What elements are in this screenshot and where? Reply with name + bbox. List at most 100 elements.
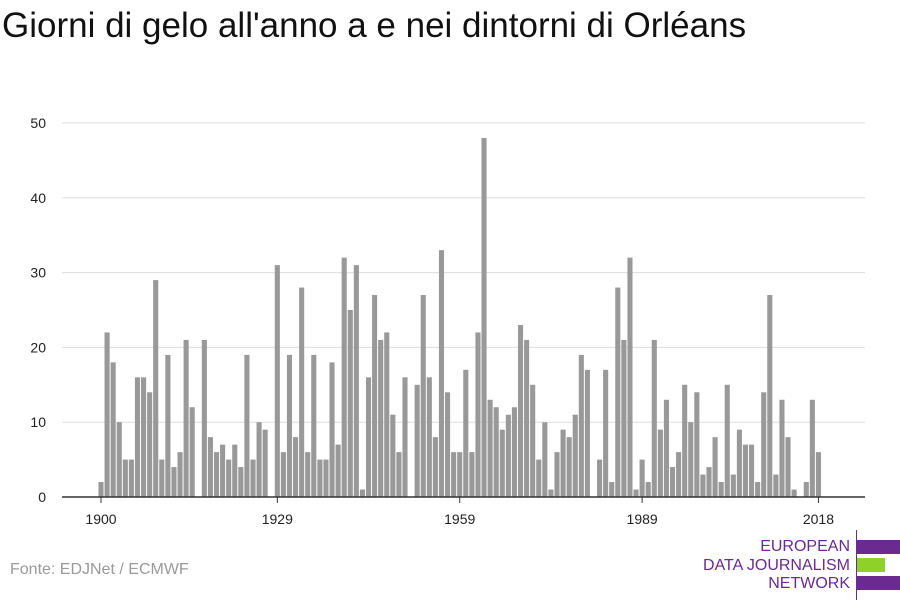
- x-axis-ticks: 1900 1929 1959 1989 2018: [85, 497, 834, 527]
- bar: [469, 452, 475, 497]
- bar: [657, 429, 663, 497]
- y-tick-label: 10: [30, 414, 46, 430]
- bar: [700, 474, 706, 497]
- bar: [213, 452, 220, 497]
- bar: [250, 459, 256, 497]
- x-tick-label: 2018: [803, 511, 834, 527]
- bar: [98, 482, 104, 497]
- bar: [481, 137, 487, 497]
- bar: [597, 459, 603, 497]
- bar: [542, 422, 548, 497]
- bar: [317, 459, 323, 497]
- bar: [572, 414, 578, 497]
- bar: [487, 399, 493, 497]
- bar: [445, 392, 451, 497]
- bar: [220, 444, 226, 497]
- source-note: Fonte: EDJNet / ECMWF: [10, 561, 189, 578]
- bar: [676, 452, 682, 497]
- bar: [438, 250, 445, 497]
- bar: [749, 444, 755, 497]
- bar: [426, 377, 432, 497]
- bar: [554, 452, 560, 497]
- bar: [688, 422, 694, 497]
- bar: [663, 399, 669, 497]
- x-tick-label: 1959: [444, 511, 475, 527]
- bar: [232, 444, 238, 497]
- bar: [299, 287, 305, 497]
- bar: [134, 377, 141, 497]
- bar: [627, 257, 633, 497]
- logo-line-1: EUROPEAN: [760, 538, 850, 555]
- bar: [742, 444, 749, 497]
- bar: [578, 354, 584, 497]
- bar: [536, 459, 542, 497]
- x-tick-label: 1929: [262, 511, 293, 527]
- bar: [639, 459, 645, 497]
- bar: [530, 384, 536, 497]
- bar: [682, 384, 688, 497]
- bar: [815, 452, 821, 497]
- bar: [499, 429, 505, 497]
- gridlines: [62, 122, 865, 423]
- bar: [293, 437, 299, 497]
- bar: [244, 354, 250, 497]
- bar: [226, 459, 232, 497]
- bar: [384, 332, 390, 497]
- bar: [390, 414, 396, 497]
- bar: [560, 429, 566, 497]
- x-tick-label: 1989: [627, 511, 658, 527]
- bars: [98, 137, 821, 497]
- bar: [651, 339, 657, 497]
- bar: [353, 265, 359, 497]
- bar: [104, 332, 110, 497]
- bar: [189, 407, 195, 497]
- bar: [645, 482, 651, 497]
- bar: [256, 422, 262, 497]
- bar: [457, 452, 463, 497]
- bar: [305, 452, 311, 497]
- bar: [238, 467, 244, 497]
- y-tick-label: 0: [38, 489, 46, 505]
- logo-text: EUROPEAN DATA JOURNALISM NETWORK: [703, 538, 850, 594]
- bar: [669, 467, 676, 497]
- y-tick-label: 20: [30, 339, 46, 355]
- bar: [378, 339, 384, 497]
- y-tick-label: 30: [30, 265, 46, 281]
- bar: [712, 437, 718, 497]
- bar: [159, 459, 165, 497]
- bar: [809, 399, 815, 497]
- bar: [779, 399, 785, 497]
- bar: [335, 444, 341, 497]
- bar: [372, 295, 378, 497]
- x-tick-label: 1900: [85, 511, 116, 527]
- y-tick-label: 50: [30, 115, 46, 131]
- bar: [694, 392, 700, 497]
- bar: [311, 354, 317, 497]
- bar: [171, 467, 177, 497]
- bar: [761, 392, 767, 497]
- bar: [147, 392, 153, 497]
- bar: [274, 265, 280, 497]
- bar: [524, 339, 530, 497]
- bar: [414, 384, 420, 497]
- bar: [177, 452, 183, 497]
- bar: [341, 257, 347, 497]
- edjnet-logo[interactable]: EUROPEAN DATA JOURNALISM NETWORK: [700, 530, 900, 600]
- bar: [621, 339, 627, 497]
- bar: [718, 482, 724, 497]
- bar: [323, 459, 329, 497]
- bar: [122, 459, 128, 497]
- bar: [183, 339, 189, 497]
- bar: [402, 377, 408, 497]
- bar: [396, 452, 402, 497]
- bar: [767, 295, 773, 497]
- bar: [329, 362, 335, 497]
- bar: [110, 362, 116, 497]
- logo-bar-purple-top: [857, 540, 900, 554]
- bar: [791, 489, 797, 497]
- bar: [548, 489, 554, 497]
- bar: [773, 474, 779, 497]
- bar: [517, 324, 524, 497]
- bar: [128, 459, 134, 497]
- bar: [724, 384, 730, 497]
